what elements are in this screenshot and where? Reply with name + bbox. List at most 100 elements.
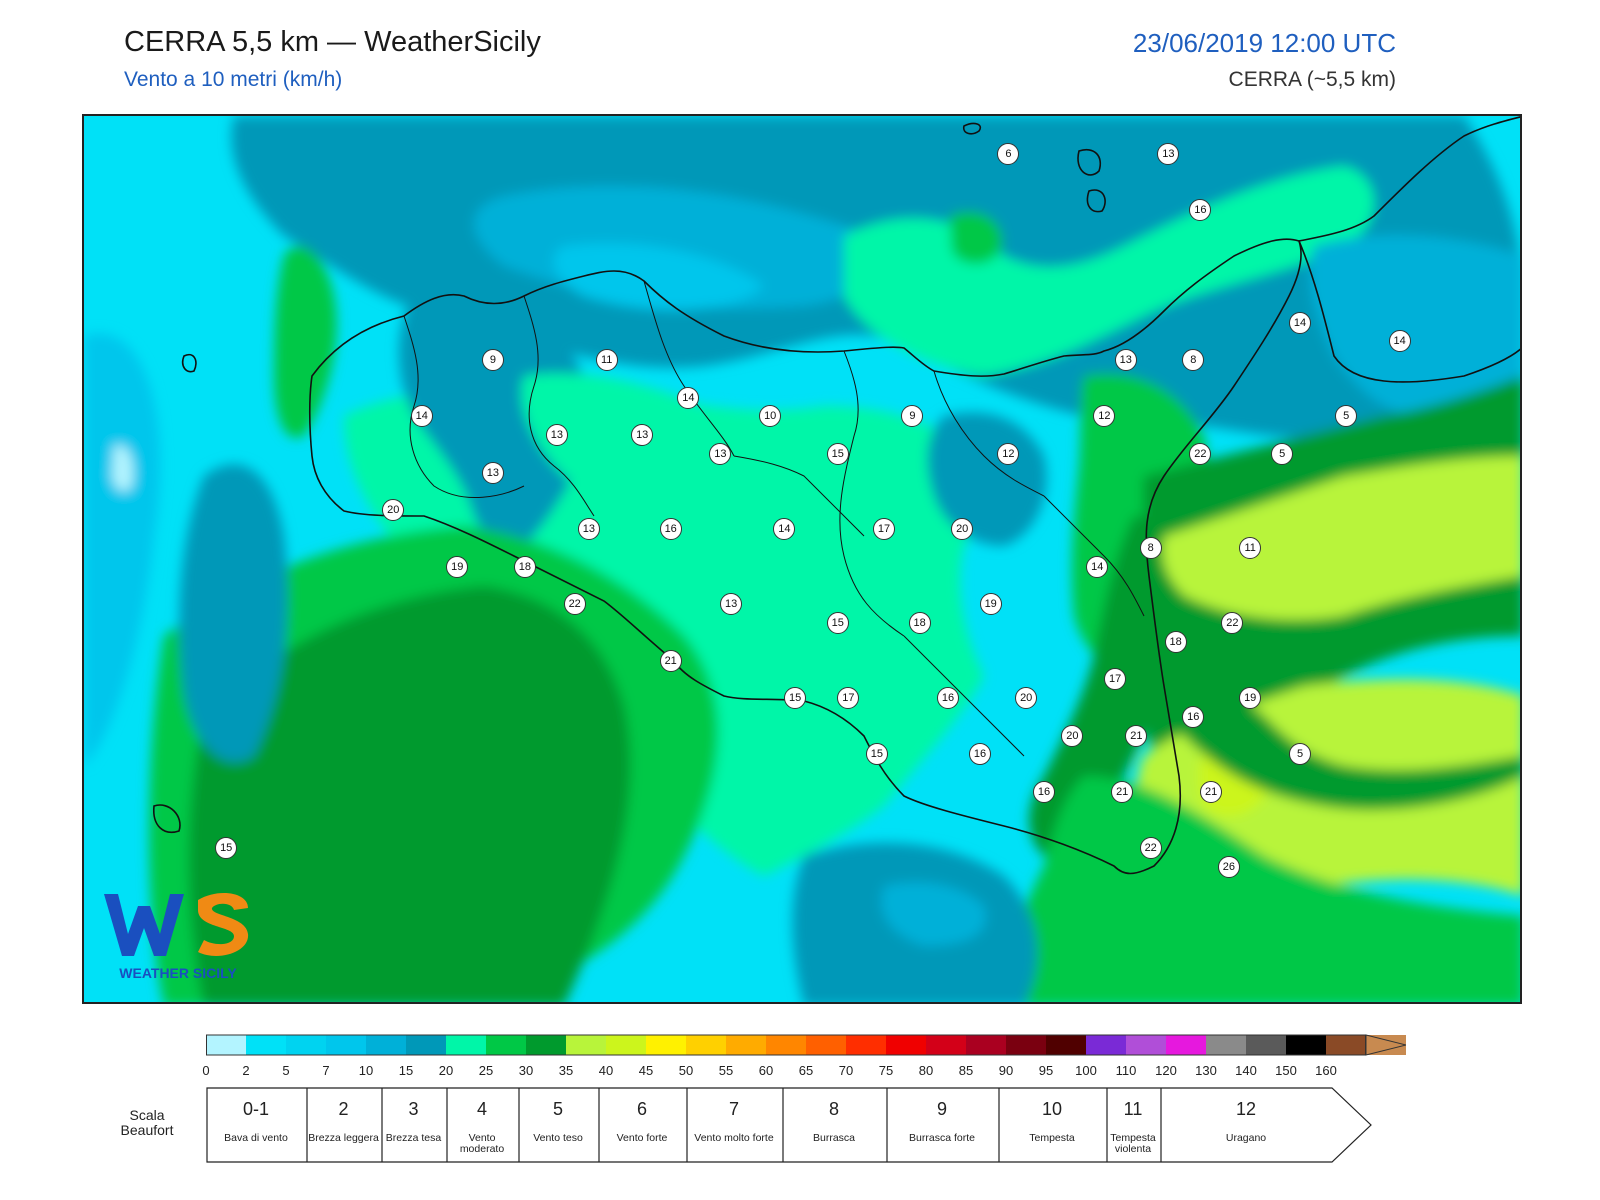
border-catania [1043, 495, 1145, 617]
station-wind-value: 9 [901, 405, 924, 428]
beaufort-description: Tempesta [1029, 1132, 1075, 1144]
beaufort-number: 0-1 [242, 1099, 269, 1119]
border-ragusa [903, 635, 1025, 757]
wind-colorbar [206, 1034, 1406, 1056]
colorbar-tick-label: 85 [958, 1063, 974, 1078]
calabria-south-coast [1298, 240, 1520, 383]
station-wind-value: 13 [720, 593, 743, 616]
beaufort-description: Burrasca forte [909, 1132, 975, 1144]
station-wind-value: 16 [937, 687, 959, 710]
station-wind-value: 16 [1033, 780, 1055, 803]
colorbar-tick-label: 40 [598, 1063, 614, 1078]
beaufort-frame [206, 1087, 1372, 1163]
station-wind-value: 5 [1289, 743, 1311, 766]
beaufort-number: 7 [728, 1099, 739, 1119]
beaufort-cell: 2 Brezza leggera [306, 1087, 381, 1163]
beaufort-description: Burrasca [812, 1132, 855, 1144]
forecast-datetime: 23/06/2019 12:00 UTC [1132, 28, 1396, 58]
logo-text: WEATHER SICILY [119, 965, 237, 981]
station-wind-value: 18 [1164, 630, 1187, 653]
station-wind-value: 14 [677, 386, 700, 409]
station-wind-value: 15 [826, 612, 849, 634]
station-wind-value: 18 [908, 612, 931, 634]
colorbar-tick-label: 120 [1155, 1063, 1177, 1078]
colorbar-tick-label: 80 [918, 1063, 934, 1078]
weathersicily-logo: WEATHER SICILY [98, 886, 258, 986]
border-palermo [523, 295, 595, 517]
colorbar-tick-label: 70 [838, 1063, 854, 1078]
beaufort-description: Vento forte [616, 1132, 668, 1144]
beaufort-number: 5 [552, 1099, 563, 1119]
page-subtitle: Vento a 10 metri (km/h) [124, 68, 343, 91]
colorbar-swatch [1246, 1035, 1286, 1055]
border-agrigento [643, 280, 735, 457]
colorbar-swatch [766, 1035, 806, 1055]
zone-east-lime [1162, 456, 1520, 620]
colorbar-swatch [446, 1035, 486, 1055]
zone-west-deepsky [84, 333, 161, 766]
station-wind-value: 5 [1271, 443, 1294, 465]
colorbar-tick-label: 95 [1038, 1063, 1054, 1078]
colorbar-swatch [1126, 1035, 1166, 1055]
station-wind-value: 16 [1189, 198, 1212, 221]
station-wind-value: 13 [1157, 142, 1180, 165]
station-wind-value: 21 [1125, 724, 1148, 747]
station-wind-value: 14 [773, 518, 796, 541]
zone-north-aqua [844, 166, 1374, 376]
station-wind-value: 16 [1182, 705, 1205, 728]
station-wind-value: 20 [382, 499, 405, 522]
station-wind-value: 13 [631, 424, 654, 447]
colorbar-swatch [1086, 1035, 1126, 1055]
zone-south-lightblue [881, 882, 986, 946]
colorbar-tick-label: 100 [1075, 1063, 1097, 1078]
colorbar-swatch [846, 1035, 886, 1055]
station-wind-value: 19 [1239, 687, 1262, 710]
beaufort-number: 8 [828, 1099, 839, 1119]
station-wind-value: 14 [1289, 311, 1311, 334]
beaufort-cell: 6 Vento forte [598, 1087, 686, 1163]
colorbar-tick-label: 30 [518, 1063, 534, 1078]
border-caltanissetta [733, 455, 865, 537]
colorbar-tick-label: 150 [1275, 1063, 1297, 1078]
province-borders [403, 280, 1145, 757]
colorbar-tick-label: 65 [798, 1063, 814, 1078]
colorbar-swatch [1046, 1035, 1086, 1055]
sicily-coast [308, 238, 1302, 875]
station-wind-value: 15 [826, 443, 849, 465]
beaufort-cell: 10 Tempesta [998, 1087, 1106, 1163]
colorbar-tick-labels: 0 2 5 7 10 15 20 25 30 35 40 45 50 55 60 65 70 75 80 85 90 95… [202, 1063, 1406, 1079]
colorbar-tick-label: 45 [638, 1063, 654, 1078]
colorbar-tick-label: 60 [758, 1063, 774, 1078]
beaufort-number: 4 [476, 1099, 487, 1119]
colorbar-swatch [726, 1035, 766, 1055]
colorbar-tick-label: 20 [438, 1063, 454, 1078]
colorbar-swatch [1326, 1035, 1366, 1055]
logo-s-letter [198, 893, 249, 956]
station-wind-value: 19 [979, 593, 1002, 616]
border-enna [839, 350, 905, 637]
zone-west-teal [179, 464, 288, 763]
station-wind-value: 15 [215, 837, 238, 860]
beaufort-cell: 8 Burrasca [782, 1087, 886, 1163]
colorbar-tick-label: 25 [478, 1063, 494, 1078]
station-wind-value: 26 [1217, 856, 1240, 879]
beaufort-number: 10 [1041, 1099, 1063, 1119]
station-wind-value: 17 [837, 687, 860, 710]
beaufort-cell: 9 Burrasca forte [886, 1087, 998, 1163]
station-wind-value: 19 [446, 555, 469, 578]
beaufort-number: 3 [408, 1099, 419, 1119]
colorbar-swatch [1006, 1035, 1046, 1055]
station-wind-value: 22 [563, 593, 586, 616]
colorbar-swatch [926, 1035, 966, 1055]
station-wind-value: 13 [709, 443, 732, 465]
beaufort-cell: 12 Uragano [1160, 1087, 1332, 1163]
beaufort-description: Vento moderato [459, 1132, 505, 1155]
model-label: CERRA (~5,5 km) [1228, 68, 1396, 91]
island-lipari [1077, 149, 1101, 176]
station-wind-value: 22 [1221, 612, 1244, 634]
wind-field [84, 116, 1520, 1002]
beaufort-cell: 4 Vento moderato [446, 1087, 518, 1163]
border-messina [933, 370, 1045, 497]
colorbar-frame [206, 1034, 1366, 1056]
colorbar-swatch [806, 1035, 846, 1055]
